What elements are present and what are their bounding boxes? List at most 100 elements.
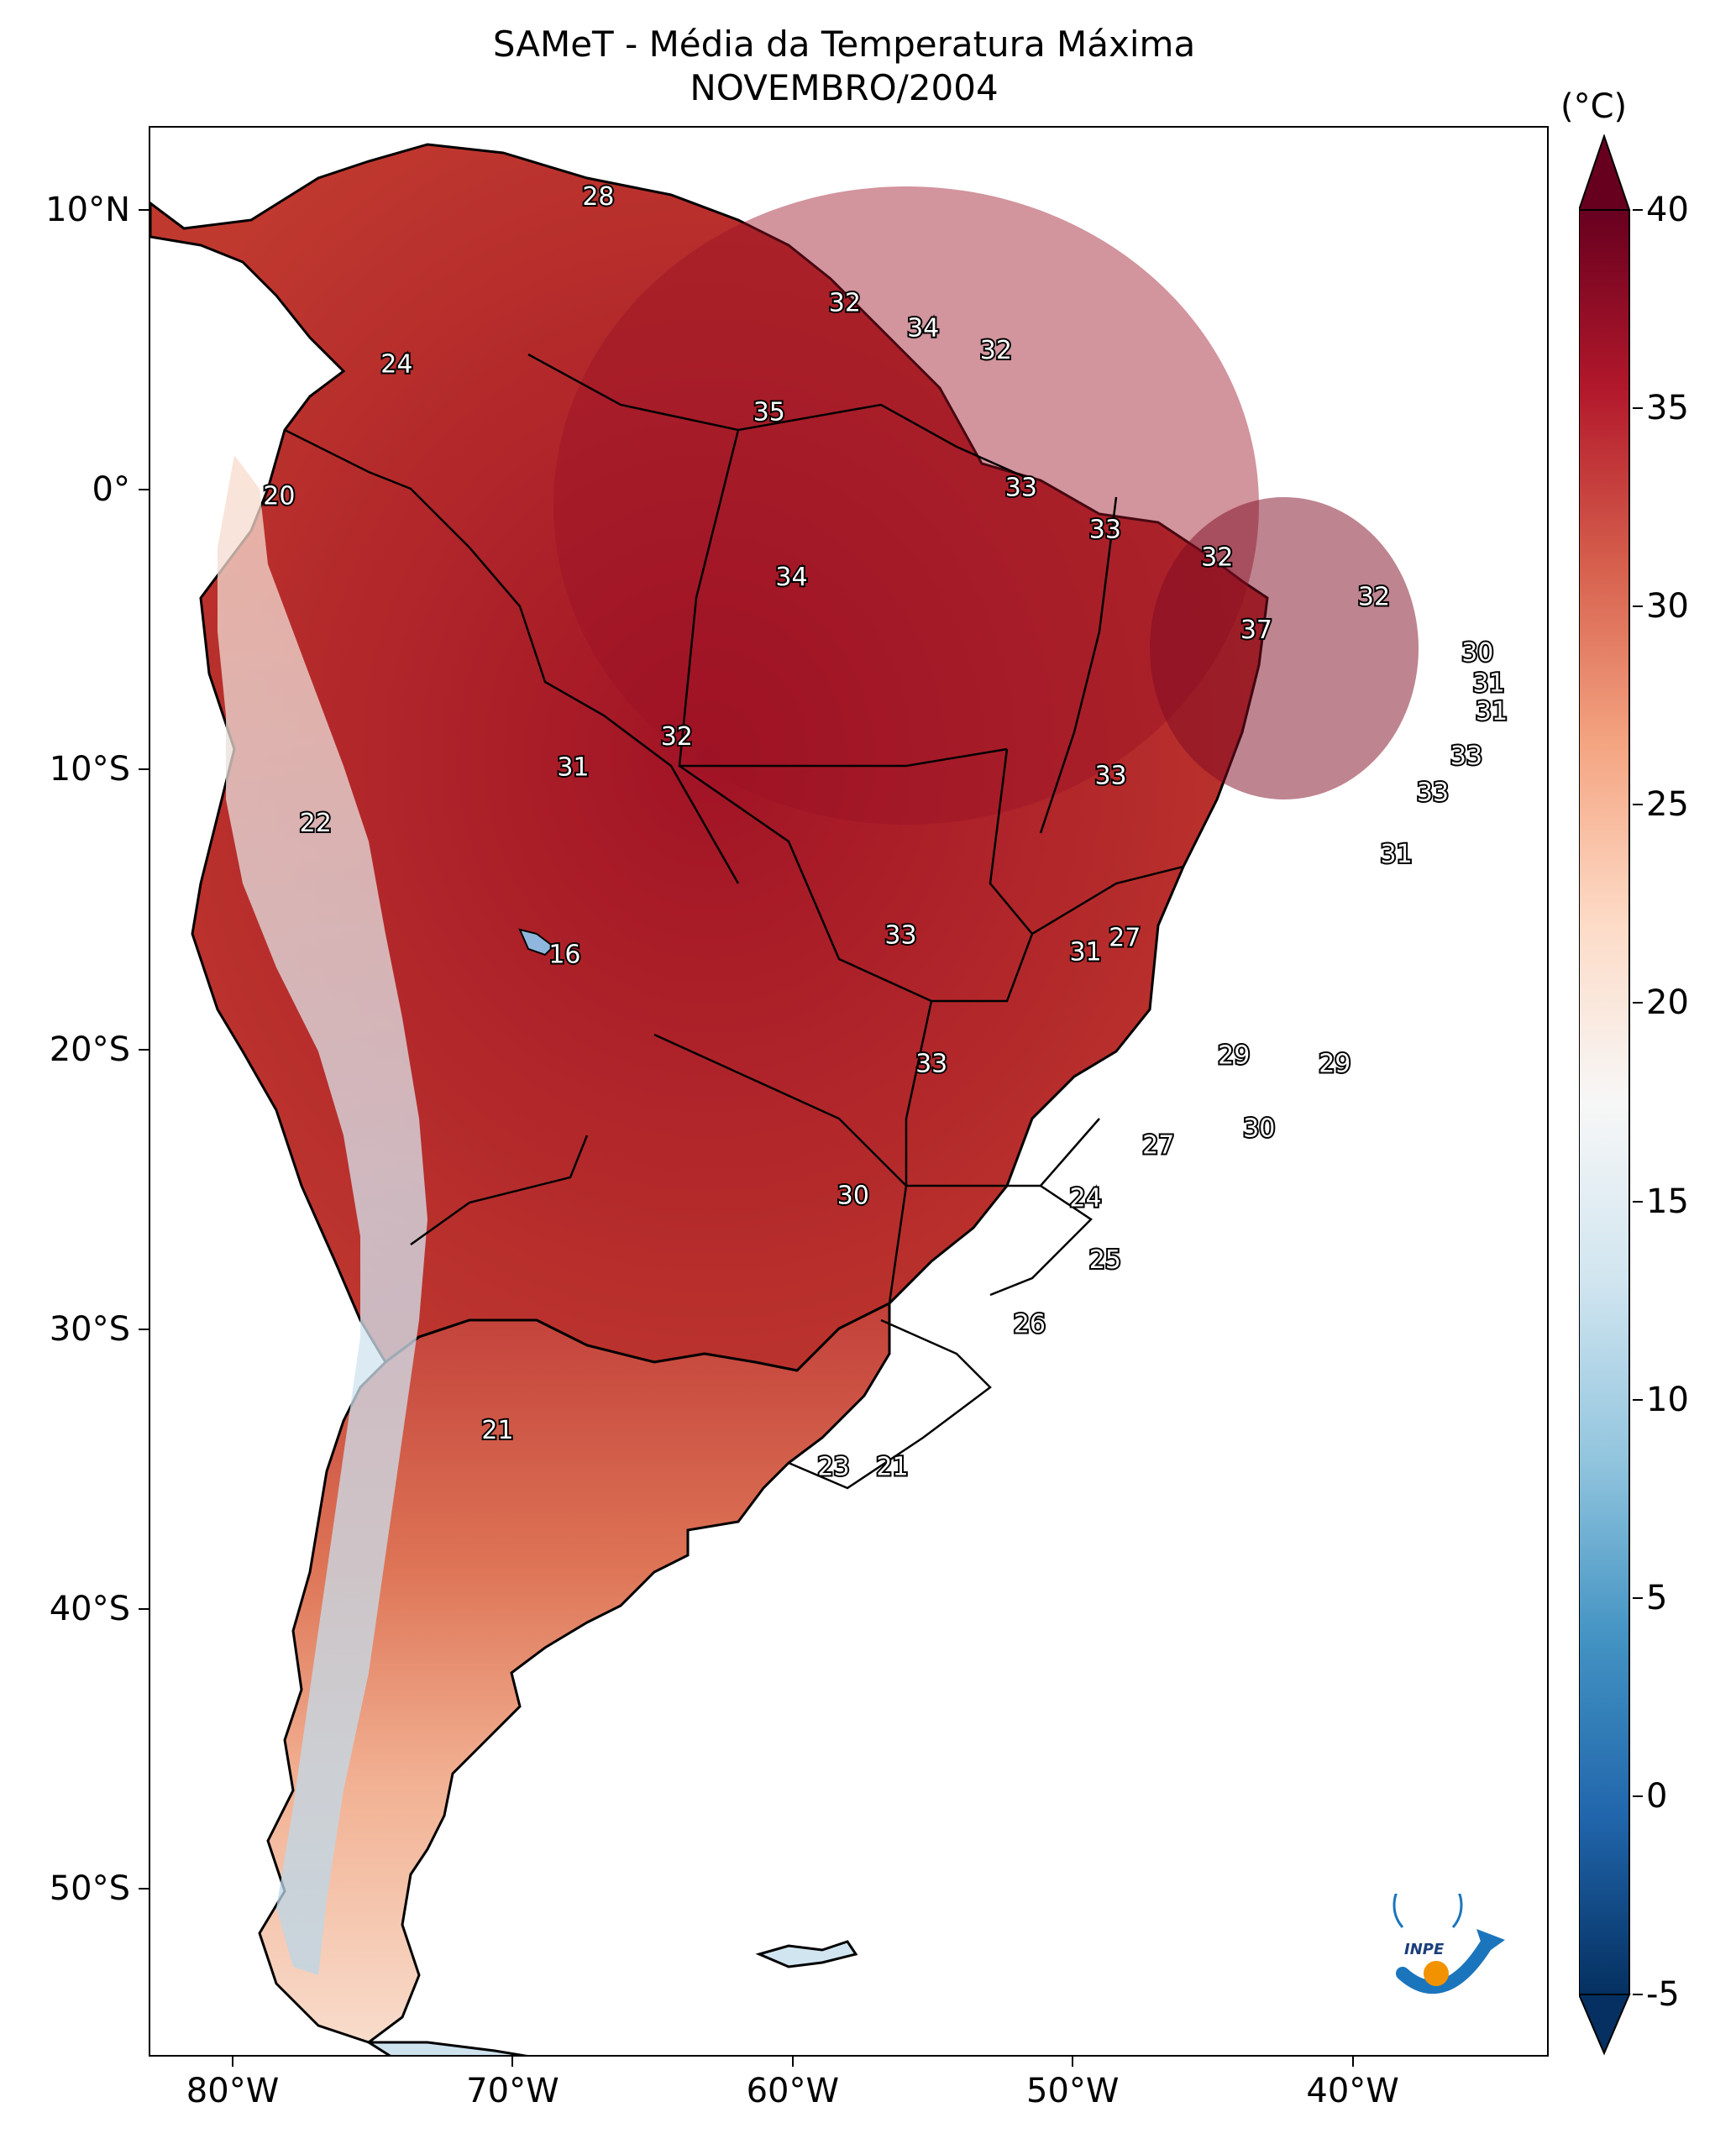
value-label: 24: [380, 350, 412, 380]
value-label: 26: [1014, 1310, 1046, 1339]
map-area: 28 24 32 34 32 35 20 33 33 34 32 32 37 30 31 31 32 31 33 33…: [149, 126, 1549, 2057]
value-label: 33: [1094, 761, 1126, 790]
x-tick-label: 50°W: [1025, 2072, 1120, 2110]
y-tick-mark: [139, 1328, 149, 1330]
value-label: 33: [884, 920, 916, 950]
value-label: 37: [1240, 616, 1272, 645]
value-label: 33: [1089, 515, 1121, 544]
colorbar-tick-mark: [1633, 804, 1643, 806]
value-label: 31: [1476, 697, 1508, 726]
value-label: 21: [876, 1452, 908, 1481]
logo-text: INPE: [1404, 1941, 1445, 1958]
tierra-del-fuego: [364, 2041, 528, 2055]
y-tick-label: 20°S: [49, 1030, 130, 1069]
value-label: 32: [1358, 582, 1390, 611]
value-label: 33: [1450, 742, 1482, 771]
colorbar-tick-label: 5: [1646, 1578, 1668, 1617]
hot-core: [553, 186, 1259, 825]
colorbar-gradient: [1579, 209, 1630, 1995]
chart-title: SAMeT - Média da Temperatura Máxima: [492, 24, 1196, 65]
x-tick-mark: [791, 2057, 794, 2067]
value-label: 28: [582, 182, 614, 212]
colorbar-tick-label: 10: [1646, 1380, 1689, 1419]
hot-core-ne: [1150, 497, 1419, 799]
value-label: 32: [829, 288, 861, 317]
colorbar-tick-mark: [1633, 605, 1643, 608]
borders: [284, 353, 1184, 1490]
y-tick-label: 10°S: [49, 750, 130, 789]
colorbar-tick-mark: [1633, 1200, 1643, 1203]
y-tick-mark: [139, 1888, 149, 1890]
value-label: 35: [753, 397, 785, 427]
colorbar: [1579, 134, 1631, 2056]
value-label: 33: [1005, 473, 1037, 502]
value-label: 34: [907, 313, 939, 343]
x-tick-mark: [1351, 2057, 1354, 2067]
colorbar-tick-label: 30: [1646, 587, 1689, 626]
value-label: 30: [1461, 638, 1493, 668]
x-tick-label: 60°W: [746, 2072, 840, 2110]
colorbar-unit: (°C): [1560, 87, 1628, 126]
value-label: 24: [1069, 1184, 1101, 1213]
x-tick-mark: [511, 2057, 514, 2067]
value-label: 33: [915, 1050, 947, 1079]
colorbar-tick-label: 0: [1646, 1776, 1668, 1816]
y-tick-label: 30°S: [49, 1309, 130, 1349]
value-label: 20: [263, 481, 295, 511]
colorbar-tick-label: 35: [1646, 389, 1689, 428]
colorbar-tick-mark: [1633, 1596, 1643, 1599]
value-label: 30: [837, 1181, 869, 1210]
x-tick-mark: [1072, 2057, 1074, 2067]
value-label: 33: [1417, 778, 1449, 807]
value-label: 29: [1218, 1041, 1250, 1071]
value-label: 32: [661, 722, 693, 752]
colorbar-tick-label: -5: [1646, 1975, 1680, 2014]
value-label: 25: [1089, 1245, 1121, 1275]
value-label: 34: [775, 563, 807, 592]
value-label: 29: [1319, 1050, 1351, 1079]
colorbar-tick-mark: [1633, 1002, 1643, 1004]
y-tick-mark: [139, 1048, 149, 1051]
continent-south: [258, 1301, 891, 2044]
colorbar-extend-min: [1579, 1994, 1631, 2056]
y-tick-mark: [139, 208, 149, 211]
colorbar-tick-label: 40: [1646, 191, 1689, 229]
andes-band: [218, 455, 427, 1975]
y-tick-mark: [139, 768, 149, 771]
colorbar-tick-mark: [1633, 209, 1643, 211]
value-label: 27: [1142, 1130, 1174, 1160]
value-label: 32: [980, 336, 1012, 365]
value-label: 30: [1243, 1114, 1275, 1143]
value-label: 31: [557, 753, 589, 783]
falklands: [755, 1940, 858, 1968]
value-label: 16: [548, 941, 580, 970]
colorbar-tick-mark: [1633, 1994, 1643, 1995]
chart-subtitle: NOVEMBRO/2004: [690, 67, 999, 108]
value-label: 31: [1069, 937, 1101, 967]
value-label: 21: [481, 1416, 513, 1445]
colorbar-tick-label: 25: [1646, 785, 1689, 825]
y-tick-mark: [139, 1607, 149, 1610]
value-label: 31: [1381, 840, 1413, 869]
y-tick-label: 10°N: [45, 190, 130, 229]
y-tick-mark: [139, 489, 149, 491]
inpe-logo-icon: INPE: [1392, 1894, 1505, 1994]
value-label: 27: [1109, 924, 1141, 953]
y-tick-label: 40°S: [49, 1589, 130, 1628]
colorbar-tick-mark: [1633, 1398, 1643, 1401]
x-tick-mark: [232, 2057, 234, 2067]
y-tick-label: 0°: [92, 470, 130, 510]
value-label: 23: [817, 1452, 849, 1481]
x-tick-label: 70°W: [466, 2072, 559, 2110]
value-label: 32: [1201, 543, 1233, 573]
value-label: 31: [1473, 669, 1505, 699]
value-label: 22: [300, 809, 332, 838]
x-tick-label: 40°W: [1306, 2072, 1399, 2110]
colorbar-tick-label: 15: [1646, 1182, 1689, 1221]
colorbar-tick-label: 20: [1646, 983, 1689, 1023]
colorbar-extend-max: [1579, 134, 1631, 211]
colorbar-tick-mark: [1633, 1795, 1643, 1797]
x-tick-label: 80°W: [186, 2072, 280, 2110]
